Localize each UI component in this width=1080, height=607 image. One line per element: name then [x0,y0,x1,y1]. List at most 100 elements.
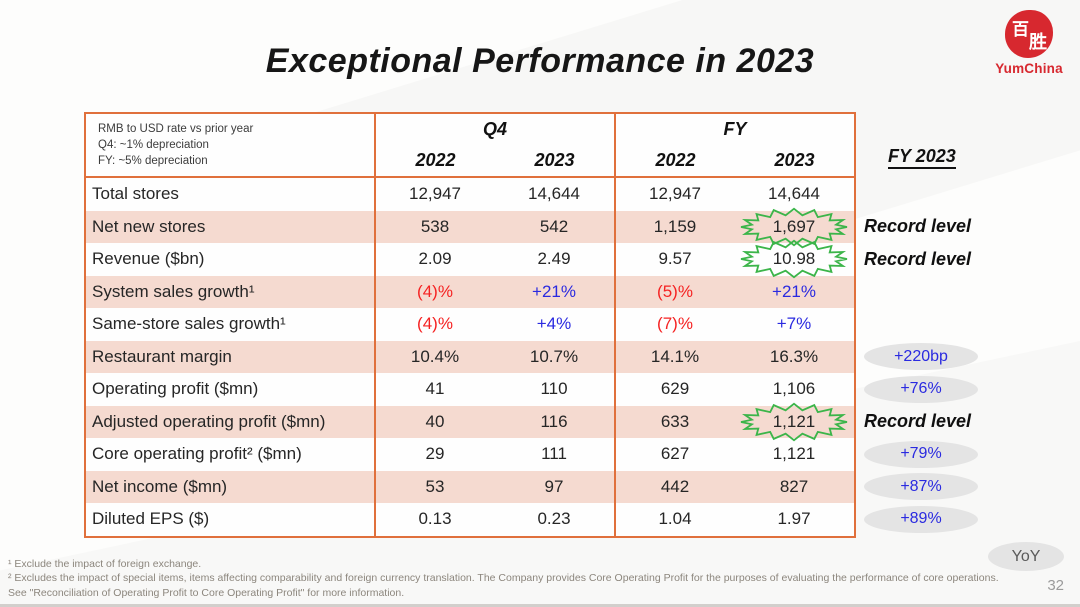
annotation-slot: +79% [856,438,1080,471]
slide-title: Exceptional Performance in 2023 [265,42,815,80]
cell-value: 97 [544,476,564,496]
cell-value-record: 1,121 [734,402,854,442]
year-header: 2022 [415,149,456,170]
record-starburst-icon [740,207,848,247]
row-label: Total stores [92,184,179,204]
column-group-q4: Q4 2022 2023 [374,114,614,176]
cell-value: 10.4% [374,340,494,373]
row-label: Restaurant margin [92,346,232,366]
cell-value: 116 [540,411,568,431]
brand-name: YumChina [995,61,1063,76]
cell-value: 14,644 [528,184,580,204]
cell-value: +4% [536,314,572,334]
cell-value: 0.23 [537,509,571,529]
table-row: Operating profit ($mn) 41 110 629 1,106 [86,373,854,406]
cell-value: 629 [614,373,734,406]
record-level-label: Record level [864,216,972,237]
year-header: 2023 [534,149,575,170]
yoy-legend-badge: YoY [988,542,1064,571]
annotation-slot: Record level [856,406,1080,439]
group-label-q4: Q4 [482,118,507,139]
footnotes: ¹ Exclude the impact of foreign exchange… [8,557,1038,600]
table-row: Same-store sales growth¹ (4)% +4% (7)% +… [86,308,854,341]
cell-value: 53 [374,470,494,503]
table-row: Diluted EPS ($) 0.13 0.23 1.04 1.97 [86,503,854,536]
yoy-badge: +89% [864,505,978,533]
table-header: RMB to USD rate vs prior year Q4: ~1% de… [86,114,854,178]
cell-value: (4)% [374,275,494,308]
table-row: Net new stores 538 542 1,159 1,697 [86,207,854,247]
record-level-label: Record level [864,411,972,432]
cell-value: 2.09 [374,243,494,276]
record-starburst-icon [740,239,848,279]
table-row: System sales growth¹ (4)% +21% (5)% +21% [86,275,854,308]
cell-value: 14,644 [768,184,820,204]
footnote-line: See "Reconciliation of Operating Profit … [8,586,405,599]
fx-note-line: FY: ~5% depreciation [98,155,208,168]
fy2023-column-header: FY 2023 [856,146,1080,169]
annotation-column: Record level Record level +220bp +76% Re… [856,178,1080,536]
yoy-badge: +76% [864,375,978,403]
yoy-badge: +220bp [864,343,978,371]
cell-value: +21% [772,281,816,301]
fx-rate-note: RMB to USD rate vs prior year Q4: ~1% de… [86,114,374,176]
cell-value: 442 [614,470,734,503]
group-label-fy: FY [723,118,747,139]
cell-value: (4)% [374,308,494,341]
seal-character: 百 [1012,20,1029,39]
year-header: 2022 [655,149,696,170]
fx-note-line: Q4: ~1% depreciation [98,139,209,152]
slide-edge-divider [0,604,1080,607]
cell-value-record: 1,697 [734,207,854,247]
row-label: Diluted EPS ($) [92,509,210,529]
table-row: Restaurant margin 10.4% 10.7% 14.1% 16.3… [86,340,854,373]
cell-value: 1.97 [777,509,811,529]
table-row: Adjusted operating profit ($mn) 40 116 6… [86,402,854,442]
cell-value: 12,947 [374,178,494,211]
cell-value: 40 [374,405,494,438]
cell-value: 827 [779,476,809,496]
record-level-label: Record level [864,248,972,269]
cell-value: (5)% [614,275,734,308]
cell-value-record: 10.98 [734,239,854,279]
annotation-slot: +220bp [856,341,1080,374]
footnote-line: ¹ Exclude the impact of foreign exchange… [8,558,202,570]
cell-value: 14.1% [614,340,734,373]
annotation-slot [856,178,1080,211]
cell-value: 2.49 [537,249,571,269]
annotation-slot: +87% [856,471,1080,504]
footnote-line: ² Excludes the impact of special items, … [8,572,999,585]
yumchina-seal-icon: 百 胜 [1005,10,1053,58]
row-label: Core operating profit² ($mn) [92,444,302,464]
cell-value: 12,947 [614,178,734,211]
cell-value: 29 [374,438,494,471]
cell-value: 627 [614,438,734,471]
annotation-slot: +89% [856,503,1080,536]
annotation-slot: +76% [856,373,1080,406]
yoy-badge: +79% [864,440,978,468]
cell-value: +21% [532,281,576,301]
cell-value: 633 [614,405,734,438]
column-group-fy: FY 2022 2023 [614,114,854,176]
row-label: Operating profit ($mn) [92,379,259,399]
cell-value: (7)% [614,308,734,341]
row-label: Net income ($mn) [92,476,228,496]
year-header: 2023 [774,149,815,170]
cell-value: 110 [540,379,568,399]
yoy-badge: +87% [864,473,978,501]
table-row: Total stores 12,947 14,644 12,947 14,644 [86,178,854,211]
annotation-slot: Record level [856,243,1080,276]
cell-value: 1.04 [614,503,734,536]
performance-table: RMB to USD rate vs prior year Q4: ~1% de… [84,112,856,538]
row-label: Revenue ($bn) [92,249,205,269]
cell-value: 0.13 [374,503,494,536]
cell-value: +7% [776,314,812,334]
annotation-slot: Record level [856,211,1080,244]
cell-value: 1,106 [772,379,816,399]
seal-character: 胜 [1029,32,1047,52]
table-row: Net income ($mn) 53 97 442 827 [86,470,854,503]
row-label: Same-store sales growth¹ [92,314,286,334]
table-row: Core operating profit² ($mn) 29 111 627 … [86,438,854,471]
cell-value: 542 [539,216,569,236]
